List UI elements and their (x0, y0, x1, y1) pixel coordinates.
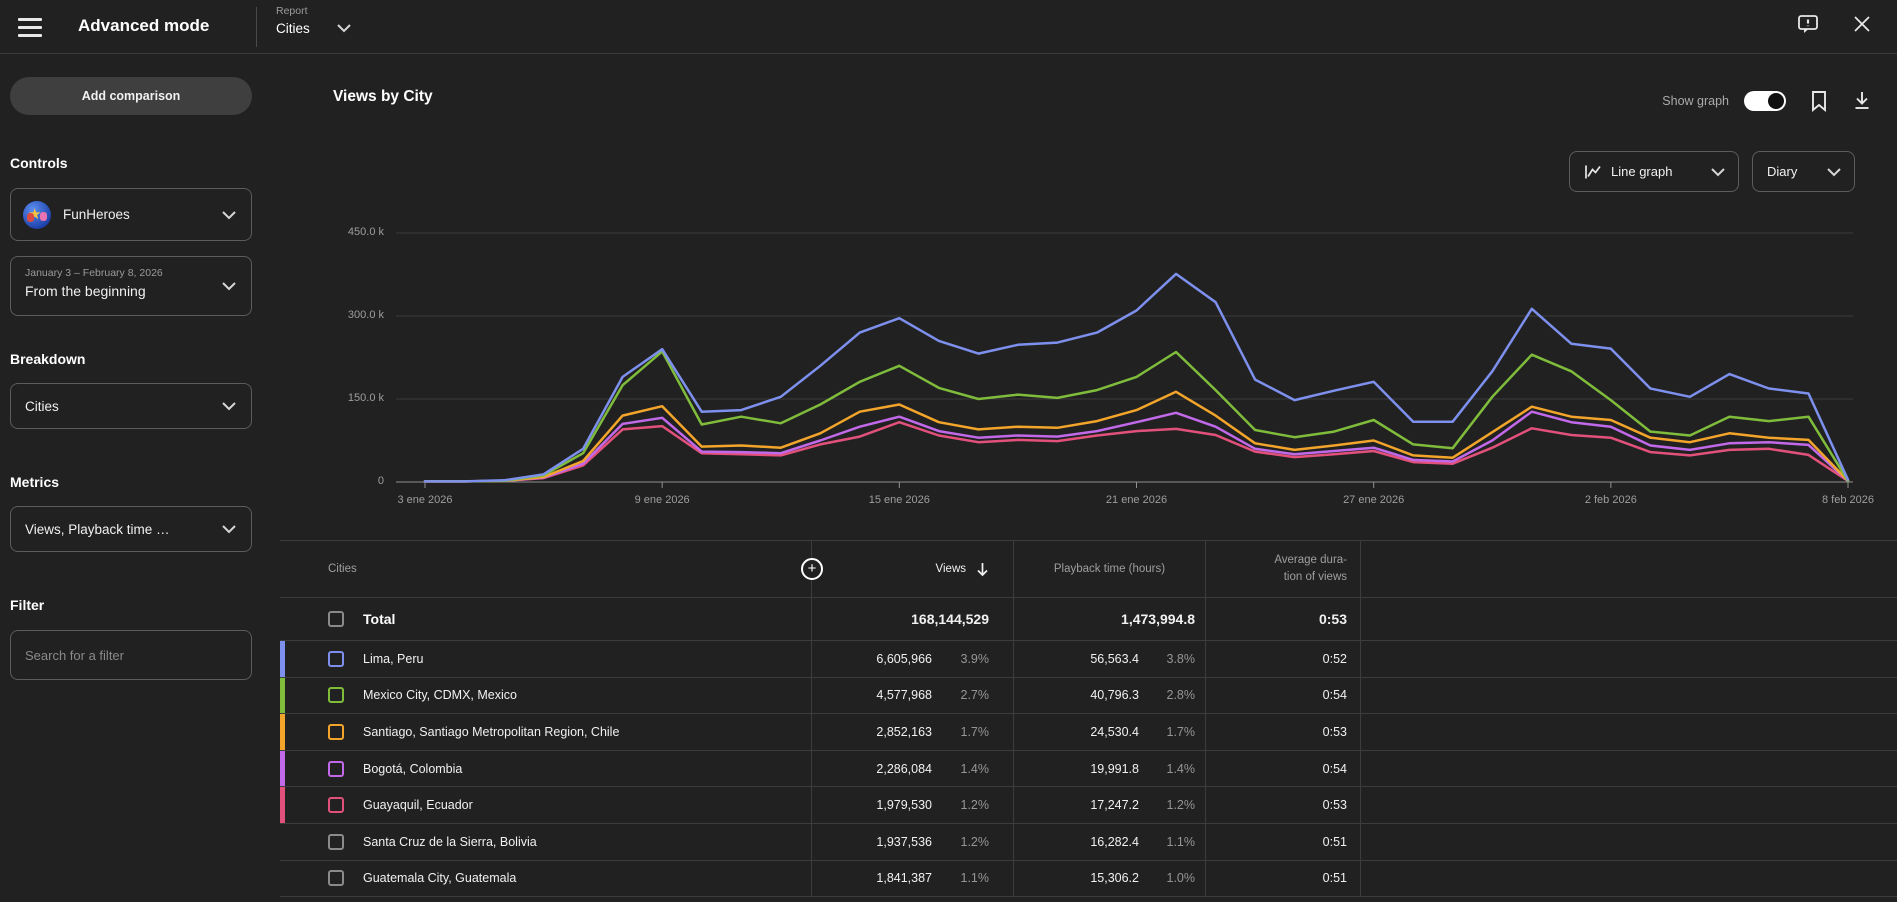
chevron-down-icon (221, 210, 237, 220)
chevron-down-icon (336, 23, 352, 33)
channel-select[interactable]: ★ FunHeroes (10, 188, 252, 241)
controls-heading: Controls (10, 155, 68, 171)
breakdown-select[interactable]: Cities (10, 383, 252, 429)
header-empty (1361, 541, 1897, 597)
row-checkbox[interactable] (328, 650, 344, 667)
filter-heading: Filter (10, 597, 45, 613)
feedback-icon[interactable] (1796, 12, 1820, 36)
table-row[interactable]: Lima, Peru 6,605,966 3.9% 56,563.4 3.8% 0:… (280, 641, 1897, 678)
table-row[interactable]: Santa Cruz de la Sierra, Bolivia 1,937,5… (280, 823, 1897, 861)
row-checkbox[interactable] (328, 723, 344, 740)
row-checkbox[interactable] (328, 797, 344, 814)
header-cities[interactable]: Cities (280, 541, 812, 597)
total-playback: 1,473,994.8 (1121, 611, 1195, 627)
window-title: Advanced mode (78, 16, 210, 35)
total-views: 168,144,529 (911, 611, 989, 627)
row-checkbox[interactable] (328, 687, 344, 704)
report-label: Report (276, 5, 308, 17)
chevron-down-icon (221, 401, 237, 411)
report-selector[interactable]: Report Cities (276, 5, 351, 36)
cities-table: Cities Views Playback time (hours) Avera… (280, 540, 1897, 898)
date-range-dates: January 3 – February 8, 2026 (25, 267, 163, 279)
table-row[interactable]: Guatemala City, Guatemala 1,841,387 1.1% … (280, 860, 1897, 898)
granularity-value: Diary (1767, 164, 1798, 179)
table-row[interactable]: Guayaquil, Ecuador 1,979,530 1.2% 17,247.… (280, 787, 1897, 824)
sort-desc-icon (976, 562, 989, 577)
topbar: Advanced mode Report Cities (0, 0, 1897, 54)
hamburger-menu-icon[interactable] (18, 16, 42, 38)
total-checkbox[interactable] (328, 611, 344, 627)
show-graph-label: Show graph (1662, 94, 1729, 108)
add-comparison-button[interactable]: Add comparison (10, 77, 252, 115)
graph-controls: Show graph (1662, 90, 1872, 112)
chevron-down-icon (221, 281, 237, 291)
chart-type-select[interactable]: Line graph (1569, 151, 1739, 192)
channel-avatar: ★ (23, 201, 51, 229)
breakdown-value: Cities (25, 398, 59, 414)
table-header-row: Cities Views Playback time (hours) Avera… (280, 541, 1897, 598)
table-row[interactable]: Mexico City, CDMX, Mexico 4,577,968 2.7% … (280, 677, 1897, 715)
page-title: Views by City (333, 88, 433, 105)
line-chart[interactable] (0, 0, 1897, 540)
metrics-select[interactable]: Views, Playback time … (10, 506, 252, 552)
close-icon[interactable] (1852, 14, 1872, 34)
chart-type-value: Line graph (1611, 164, 1673, 179)
total-avg-duration: 0:53 (1206, 598, 1361, 640)
metrics-value: Views, Playback time … (25, 521, 170, 537)
table-row[interactable]: Santiago, Santiago Metropolitan Region, … (280, 714, 1897, 751)
date-range-select[interactable]: January 3 – February 8, 2026 From the be… (10, 256, 252, 316)
channel-name: FunHeroes (63, 207, 130, 222)
row-checkbox[interactable] (328, 760, 344, 777)
show-graph-toggle[interactable] (1744, 91, 1786, 111)
download-icon[interactable] (1852, 90, 1872, 112)
filter-search-input[interactable] (10, 630, 252, 680)
table-row[interactable]: Bogotá, Colombia 2,286,084 1.4% 19,991.8 1… (280, 750, 1897, 788)
row-checkbox[interactable] (328, 833, 344, 850)
chevron-down-icon (1710, 167, 1726, 177)
report-value: Cities (276, 21, 310, 36)
header-views[interactable]: Views (812, 541, 1014, 597)
row-checkbox[interactable] (328, 870, 344, 887)
total-label: Total (363, 611, 396, 627)
date-range-value: From the beginning (25, 283, 146, 299)
table-total-row: Total 168,144,529 1,473,994.8 0:53 (280, 598, 1897, 641)
header-views-label: Views (935, 563, 966, 575)
line-chart-icon (1584, 164, 1602, 180)
breakdown-heading: Breakdown (10, 351, 86, 367)
plus-circle-icon[interactable]: + (801, 558, 823, 580)
header-avg-duration[interactable]: Average dura- tion of views (1206, 541, 1361, 597)
topbar-divider (256, 7, 257, 47)
metrics-heading: Metrics (10, 474, 60, 490)
chevron-down-icon (1826, 167, 1842, 177)
header-playback-time[interactable]: Playback time (hours) (1014, 541, 1206, 597)
sidebar: Add comparison Controls ★ FunHeroes Janu… (0, 55, 262, 902)
bookmark-icon[interactable] (1809, 90, 1829, 112)
granularity-select[interactable]: Diary (1752, 151, 1855, 192)
chevron-down-icon (221, 524, 237, 534)
